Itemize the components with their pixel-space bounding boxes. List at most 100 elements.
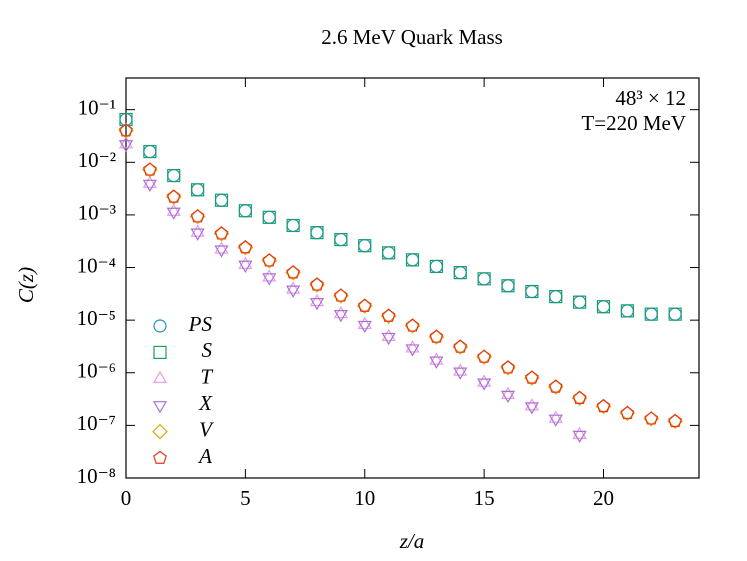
- data-point: [333, 305, 348, 319]
- data-point: [166, 203, 181, 216]
- data-point: [309, 293, 325, 307]
- data-point: [238, 204, 252, 218]
- x-tick-label: 20: [593, 486, 614, 510]
- legend-label: T: [200, 365, 213, 389]
- data-point: [310, 226, 324, 240]
- data-point: [477, 272, 491, 286]
- data-point: [381, 328, 396, 342]
- data-point: [214, 245, 229, 258]
- data-point: [477, 374, 492, 387]
- data-point: [405, 344, 420, 357]
- x-tick-label: 10: [354, 486, 375, 510]
- data-point: [262, 253, 277, 267]
- legend-label: PS: [188, 312, 213, 336]
- data-point: [429, 259, 443, 274]
- data-point: [238, 240, 253, 254]
- data-point: [118, 136, 134, 149]
- data-point: [190, 224, 205, 237]
- data-point: [644, 307, 658, 321]
- legend-marker: [153, 319, 167, 333]
- data-point: [620, 406, 635, 420]
- data-point: [262, 210, 276, 224]
- data-point: [596, 399, 611, 413]
- data-point: [405, 253, 420, 267]
- data-point: [405, 253, 420, 267]
- data-point: [525, 284, 539, 299]
- y-tick-label: 10⁻⁷: [77, 411, 116, 435]
- data-point: [286, 218, 300, 233]
- data-point: [548, 410, 563, 423]
- data-point: [262, 273, 277, 286]
- data-point: [477, 349, 492, 363]
- data-point: [358, 239, 372, 253]
- data-point: [334, 232, 348, 247]
- data-point: [429, 259, 443, 274]
- y-axis-label: C(z): [14, 267, 38, 303]
- data-point: [453, 363, 468, 376]
- plot-frame: [125, 77, 700, 479]
- data-point: [333, 310, 348, 323]
- data-point: [596, 300, 611, 314]
- data-point: [214, 193, 229, 207]
- data-point: [262, 269, 277, 282]
- data-point: [477, 272, 491, 286]
- data-point: [429, 329, 444, 343]
- data-point: [357, 320, 372, 334]
- data-point: [549, 290, 563, 304]
- data-point: [190, 209, 205, 223]
- annotation: 48³ × 12: [615, 86, 686, 110]
- data-point: [644, 307, 658, 321]
- data-point: [668, 307, 682, 321]
- data-point: [119, 123, 133, 137]
- legend-marker: [153, 345, 167, 359]
- data-point: [477, 378, 492, 391]
- data-point: [572, 390, 587, 404]
- data-point: [167, 168, 181, 183]
- data-point: [238, 260, 253, 273]
- data-point: [167, 168, 181, 183]
- data-point: [238, 204, 252, 218]
- data-point: [119, 112, 133, 127]
- data-point: [166, 189, 181, 203]
- data-point: [143, 144, 157, 159]
- data-point: [453, 367, 468, 380]
- data-point: [405, 318, 420, 332]
- y-tick-label: 10⁻⁶: [77, 359, 116, 383]
- data-point: [429, 356, 444, 369]
- annotation: T=220 MeV: [581, 111, 686, 135]
- data-point: [382, 246, 396, 260]
- data-point: [500, 386, 516, 399]
- data-point: [453, 266, 467, 280]
- data-point: [572, 430, 587, 444]
- data-point: [644, 411, 659, 425]
- data-point: [214, 193, 229, 207]
- data-point: [668, 413, 683, 428]
- data-point: [118, 140, 134, 153]
- data-point: [381, 332, 396, 346]
- data-point: [524, 402, 539, 415]
- y-tick-label: 10⁻⁸: [77, 464, 116, 488]
- data-point: [286, 285, 301, 298]
- data-point: [309, 298, 325, 311]
- data-point: [620, 304, 634, 318]
- data-point: [525, 284, 539, 299]
- data-point: [262, 210, 276, 224]
- data-point: [214, 226, 229, 240]
- data-point: [453, 339, 468, 353]
- legend-marker: [152, 401, 168, 414]
- legend-marker: [153, 450, 167, 464]
- data-point: [453, 266, 467, 280]
- data-point: [143, 144, 157, 159]
- legend-label: X: [198, 391, 213, 415]
- x-tick-label: 5: [240, 486, 251, 510]
- data-point: [190, 228, 205, 241]
- data-point: [191, 183, 205, 197]
- y-tick-label: 10⁻³: [78, 201, 116, 225]
- data-point: [501, 360, 515, 374]
- data-point: [286, 218, 300, 233]
- data-point: [166, 207, 181, 220]
- y-tick-label: 10⁻⁴: [77, 253, 116, 277]
- legend-label: A: [197, 444, 212, 468]
- data-point: [500, 390, 516, 404]
